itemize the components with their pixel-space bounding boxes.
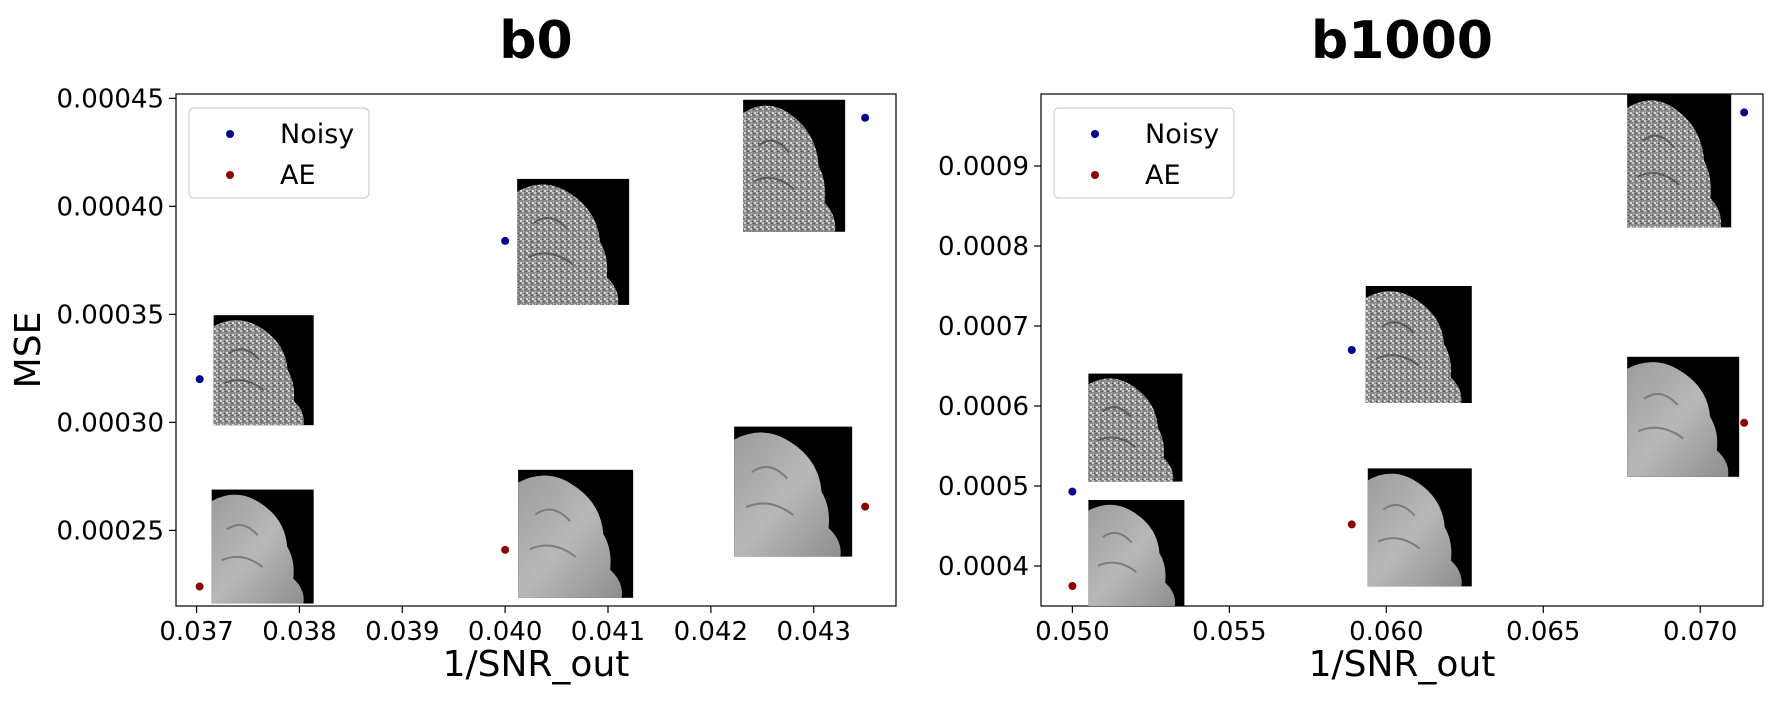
y-tick-label: 0.00025 xyxy=(56,516,164,546)
legend-frame xyxy=(188,107,370,199)
legend-marker xyxy=(226,130,234,138)
x-tick-label: 0.050 xyxy=(1035,617,1109,647)
x-tick-label: 0.038 xyxy=(262,617,336,647)
noisy-point xyxy=(861,113,870,122)
x-tick-label: 0.039 xyxy=(365,617,439,647)
x-tick-label: 0.060 xyxy=(1349,617,1423,647)
denoised-thumbnail xyxy=(518,469,634,598)
x-axis-label: 1/SNR_out xyxy=(443,644,630,685)
ae-point xyxy=(195,582,204,591)
legend: Noisy AE xyxy=(1053,107,1235,199)
y-tick-label: 0.00030 xyxy=(56,408,164,438)
legend-label: Noisy xyxy=(280,119,354,150)
ae-point xyxy=(861,502,870,511)
ae-point xyxy=(1347,520,1356,529)
noisy-point xyxy=(1068,487,1077,496)
y-tick-label: 0.00045 xyxy=(56,84,164,114)
noisy-thumbnail xyxy=(1088,373,1183,482)
ae-point xyxy=(501,545,510,554)
denoised-thumbnail xyxy=(734,426,853,557)
x-tick-label: 0.065 xyxy=(1506,617,1580,647)
legend-marker xyxy=(1091,130,1099,138)
legend-frame xyxy=(1053,107,1235,199)
chart-title: b0 xyxy=(499,11,572,71)
noisy-point xyxy=(195,375,204,384)
noisy-point xyxy=(1740,108,1749,117)
x-tick-label: 0.041 xyxy=(571,617,645,647)
noisy-point xyxy=(501,236,510,245)
legend-marker xyxy=(1091,171,1099,179)
y-tick-label: 0.0007 xyxy=(938,312,1029,342)
y-tick-label: 0.0009 xyxy=(938,152,1029,182)
x-tick-label: 0.043 xyxy=(776,617,850,647)
legend-label: Noisy xyxy=(1145,119,1219,150)
ae-point xyxy=(1068,582,1077,590)
denoised-thumbnail xyxy=(1627,356,1740,477)
legend: Noisy AE xyxy=(188,107,370,199)
noisy-point xyxy=(1347,346,1356,354)
y-tick-label: 0.00035 xyxy=(56,300,164,330)
y-axis-label: MSE xyxy=(8,312,49,389)
x-tick-label: 0.070 xyxy=(1663,617,1737,647)
noisy-thumbnail xyxy=(213,315,314,426)
y-tick-label: 0.0006 xyxy=(938,392,1029,422)
legend-marker xyxy=(226,171,234,179)
denoised-thumbnail xyxy=(211,489,314,604)
x-axis-label: 1/SNR_out xyxy=(1309,644,1496,685)
x-tick-label: 0.042 xyxy=(674,617,748,647)
noisy-thumbnail xyxy=(517,178,630,305)
y-tick-label: 0.0008 xyxy=(938,232,1029,262)
x-tick-label: 0.037 xyxy=(159,617,233,647)
noisy-thumbnail xyxy=(1365,286,1472,403)
x-tick-label: 0.040 xyxy=(468,617,542,647)
legend-label: AE xyxy=(1145,160,1181,191)
noisy-thumbnail xyxy=(1627,94,1732,228)
x-tick-label: 0.055 xyxy=(1192,617,1266,647)
panel-2: b1000 0.050 0.055 0.060 0.065 0.070 0.0004 0.00… xyxy=(938,11,1764,685)
y-tick-label: 0.0005 xyxy=(938,472,1029,502)
ae-point xyxy=(1740,418,1749,427)
y-tick-label: 0.00040 xyxy=(56,192,164,222)
noisy-thumbnail xyxy=(743,99,846,232)
y-tick-label: 0.0004 xyxy=(938,552,1029,582)
panel-1: b0 0.037 0.038 0.039 0.040 0.041 0.042 0.043 0.0… xyxy=(8,11,897,685)
denoised-thumbnail xyxy=(1367,468,1472,587)
legend-label: AE xyxy=(280,160,316,191)
denoised-thumbnail xyxy=(1088,500,1185,606)
chart-title: b1000 xyxy=(1311,11,1493,71)
